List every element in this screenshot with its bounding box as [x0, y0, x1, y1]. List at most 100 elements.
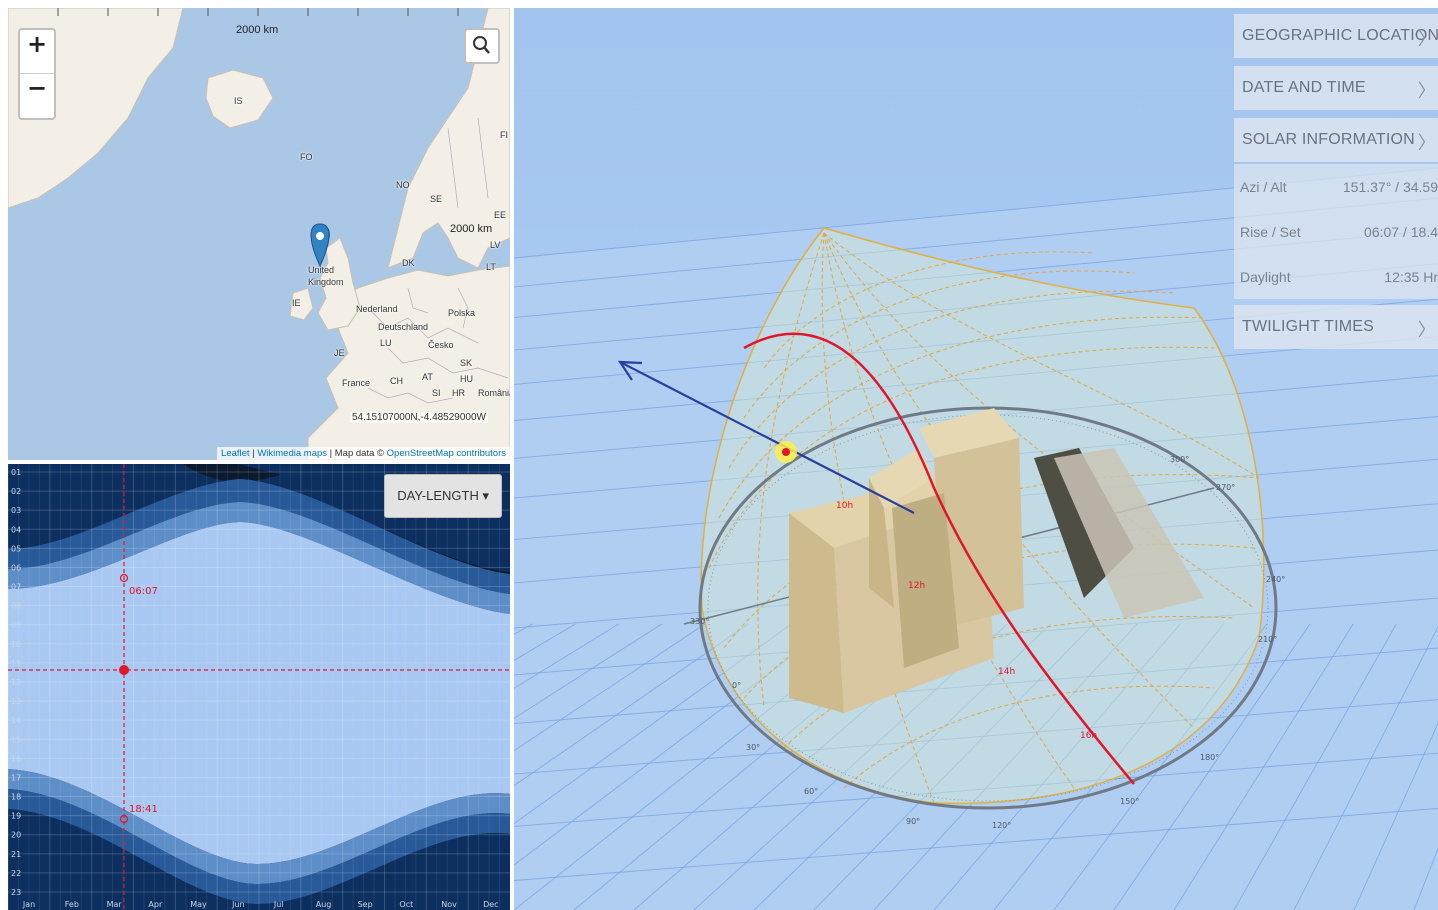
month-tick-label: Jun — [231, 900, 245, 909]
leaflet-link[interactable]: Leaflet — [221, 448, 250, 459]
hour-tick-label: 08 — [11, 602, 21, 611]
hour-tick-label: 02 — [11, 487, 21, 496]
solar-information-section[interactable]: SOLAR INFORMATION 〉 — [1234, 118, 1438, 162]
search-icon — [473, 36, 490, 54]
country-label-slovakia: SK — [460, 358, 473, 368]
compass-label-240: 240° — [1266, 575, 1285, 584]
month-tick-label: Jan — [22, 900, 35, 909]
pin-coordinates: 54.15107000N,-4.48529000W — [350, 412, 488, 423]
country-label-lithuania: LT — [486, 262, 496, 272]
sunpath-arc — [743, 332, 1135, 785]
geographic-location-section[interactable]: GEOGRAPHIC LOCATION 〉 — [1234, 14, 1438, 58]
solar-3d-scene[interactable]: 10h 12h 14h 16h 0° 30° 60° 90° 120° 150°… — [514, 8, 1438, 910]
compass-label-330: 330° — [690, 617, 709, 626]
map-basemap — [8, 8, 510, 460]
ground-gridline — [1233, 623, 1397, 910]
daylight-label: Daylight — [1240, 268, 1291, 285]
solar-information-label: SOLAR INFORMATION — [1242, 131, 1415, 148]
date-and-time-section[interactable]: DATE AND TIME 〉 — [1234, 66, 1438, 110]
country-label-czech: Česko — [428, 340, 454, 350]
mapdata-text: Map data © — [334, 448, 385, 459]
country-label-luxembourg: LU — [380, 338, 392, 348]
ground-gridline — [514, 699, 1438, 775]
arrowhead-icon — [617, 360, 643, 381]
morning-band-4 — [8, 479, 510, 594]
chevron-right-icon: 〉 — [1417, 29, 1436, 49]
month-tick-label: Apr — [148, 900, 163, 909]
location-map[interactable]: + − 2000 km 2000 km IS FO NO SE FI EE LV… — [8, 8, 510, 460]
map-attribution: Leaflet | Wikimedia maps | Map data © Op… — [217, 447, 510, 460]
osm-link[interactable]: OpenStreetMap contributors — [386, 448, 506, 459]
ground-gridline — [1353, 722, 1438, 910]
azi-alt-value: 151.37° / 34.59 — [1342, 178, 1438, 195]
hour-tick-label: 17 — [11, 773, 21, 782]
sunset-marker — [119, 814, 129, 824]
country-label-uk: United Kingdom — [308, 265, 344, 287]
location-pin-icon[interactable] — [310, 223, 330, 268]
compass-label-30: 30° — [746, 743, 760, 752]
ground-gridline — [514, 623, 792, 825]
zoom-in-button[interactable]: + — [26, 30, 48, 58]
date-and-time-label: DATE AND TIME — [1242, 79, 1366, 96]
chevron-right-icon: 〉 — [1417, 133, 1436, 153]
compass-label-210: 210° — [1258, 635, 1277, 644]
compass-label-90: 90° — [906, 817, 920, 826]
wikimedia-link[interactable]: Wikimedia maps — [257, 448, 328, 459]
ground-gridline — [1113, 623, 1311, 910]
zoom-out-button[interactable]: − — [20, 73, 54, 117]
month-tick-label: Jul — [273, 900, 284, 909]
ground-gridline — [514, 623, 620, 689]
ground-gridline — [1293, 625, 1438, 910]
hour-tick-label: 14 — [11, 716, 21, 725]
map-search-button[interactable] — [464, 28, 500, 64]
country-label-switzerland: CH — [390, 376, 403, 386]
ground-gridline — [933, 623, 1181, 910]
hour-tick-label: 19 — [11, 812, 21, 821]
country-label-romania: România — [478, 388, 510, 398]
hour-tick-label: 03 — [11, 506, 21, 515]
azi-alt-row: Azi / Alt 151.37° / 34.59 — [1234, 164, 1438, 209]
chevron-right-icon: 〉 — [1417, 320, 1436, 340]
hour-tick-label: 13 — [11, 697, 21, 706]
month-tick-label: Aug — [316, 900, 332, 909]
day-length-chart[interactable]: 01 02 03 04 05 06 07 08 09 10 11 12 13 14 15 16 17 18 19 20… — [8, 464, 510, 910]
morning-band-5 — [8, 502, 510, 614]
country-label-slovenia: SI — [432, 388, 441, 398]
evening-band-2 — [8, 789, 510, 904]
country-label-croatia: HR — [452, 388, 465, 398]
sunpath-label-12h: 12h — [908, 581, 925, 591]
ground-gridline — [993, 623, 1224, 910]
country-label-jersey: JE — [334, 348, 345, 358]
country-label-finland: FI — [500, 130, 508, 140]
hour-tick-label: 01 — [11, 468, 21, 477]
compass-label-0: 0° — [732, 681, 741, 690]
country-label-latvia: LV — [490, 240, 501, 250]
twilight-times-section[interactable]: TWILIGHT TIMES 〉 — [1234, 305, 1438, 349]
daylight-value: 12:35 Hr — [1384, 268, 1438, 285]
country-label-iceland: IS — [234, 96, 243, 106]
ground-gridline — [514, 623, 749, 787]
daylight-region — [8, 522, 510, 864]
solar-information-details: Azi / Alt 151.37° / 34.59 Rise / Set 06:… — [1234, 164, 1438, 299]
current-time-marker[interactable] — [119, 665, 129, 675]
scale-label-right: 2000 km — [450, 223, 493, 235]
building-model — [789, 408, 1204, 713]
hour-tick-label: 11 — [11, 659, 21, 668]
geographic-location-label: GEOGRAPHIC LOCATION — [1242, 27, 1438, 44]
ground-gridline — [873, 623, 1138, 910]
country-label-denmark: DK — [402, 258, 415, 268]
hour-tick-label: 09 — [11, 621, 21, 630]
rise-set-value: 06:07 / 18.4 — [1364, 223, 1438, 240]
sunpath-label-10h: 10h — [836, 501, 853, 511]
sunrise-label: 06:07 — [129, 586, 158, 597]
hour-tick-label: 20 — [11, 831, 21, 840]
country-label-poland: Polska — [448, 308, 476, 318]
ground-gridline — [753, 623, 1052, 910]
month-tick-label: Sep — [358, 900, 373, 909]
sunset-label: 18:41 — [129, 804, 158, 815]
ground-gridline — [813, 623, 1095, 910]
sun-ray-arrow — [621, 362, 915, 514]
country-label-austria: AT — [422, 372, 433, 382]
day-length-dropdown[interactable]: DAY-LENGTH ▾ — [384, 474, 502, 518]
month-tick-label: May — [190, 900, 207, 909]
